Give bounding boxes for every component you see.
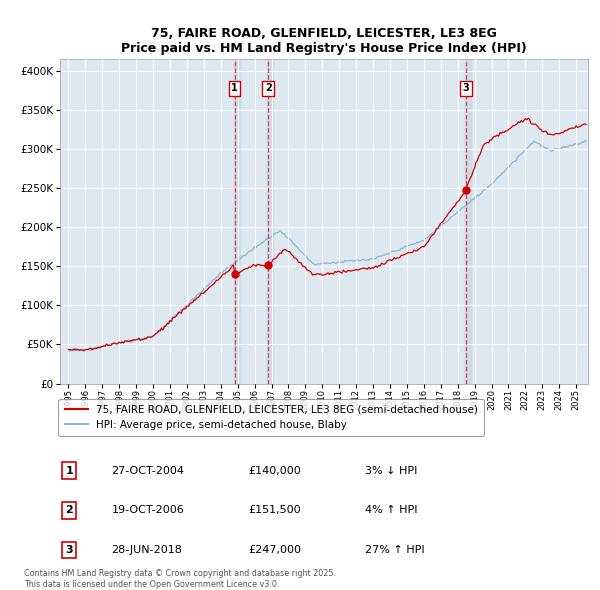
Text: £151,500: £151,500 [248, 506, 301, 515]
Text: 2: 2 [65, 506, 73, 515]
Title: 75, FAIRE ROAD, GLENFIELD, LEICESTER, LE3 8EG
Price paid vs. HM Land Registry's : 75, FAIRE ROAD, GLENFIELD, LEICESTER, LE… [121, 27, 527, 55]
Bar [234, 59, 240, 384]
Text: 27% ↑ HPI: 27% ↑ HPI [365, 545, 424, 555]
Legend: 75, FAIRE ROAD, GLENFIELD, LEICESTER, LE3 8EG (semi-detached house), HPI: Averag: 75, FAIRE ROAD, GLENFIELD, LEICESTER, LE… [58, 399, 484, 436]
Bar [268, 59, 273, 384]
Text: 3: 3 [65, 545, 73, 555]
Text: £247,000: £247,000 [248, 545, 302, 555]
Text: 4% ↑ HPI: 4% ↑ HPI [365, 506, 418, 515]
Text: 27-OCT-2004: 27-OCT-2004 [112, 466, 184, 476]
Text: 3% ↓ HPI: 3% ↓ HPI [365, 466, 417, 476]
Text: 2: 2 [265, 83, 272, 93]
Text: 1: 1 [65, 466, 73, 476]
Text: 1: 1 [231, 83, 238, 93]
Bar [465, 59, 471, 384]
Text: Contains HM Land Registry data © Crown copyright and database right 2025.
This d: Contains HM Land Registry data © Crown c… [24, 569, 336, 589]
Text: 28-JUN-2018: 28-JUN-2018 [112, 545, 182, 555]
Text: 3: 3 [463, 83, 469, 93]
Text: 19-OCT-2006: 19-OCT-2006 [112, 506, 184, 515]
Text: £140,000: £140,000 [248, 466, 301, 476]
